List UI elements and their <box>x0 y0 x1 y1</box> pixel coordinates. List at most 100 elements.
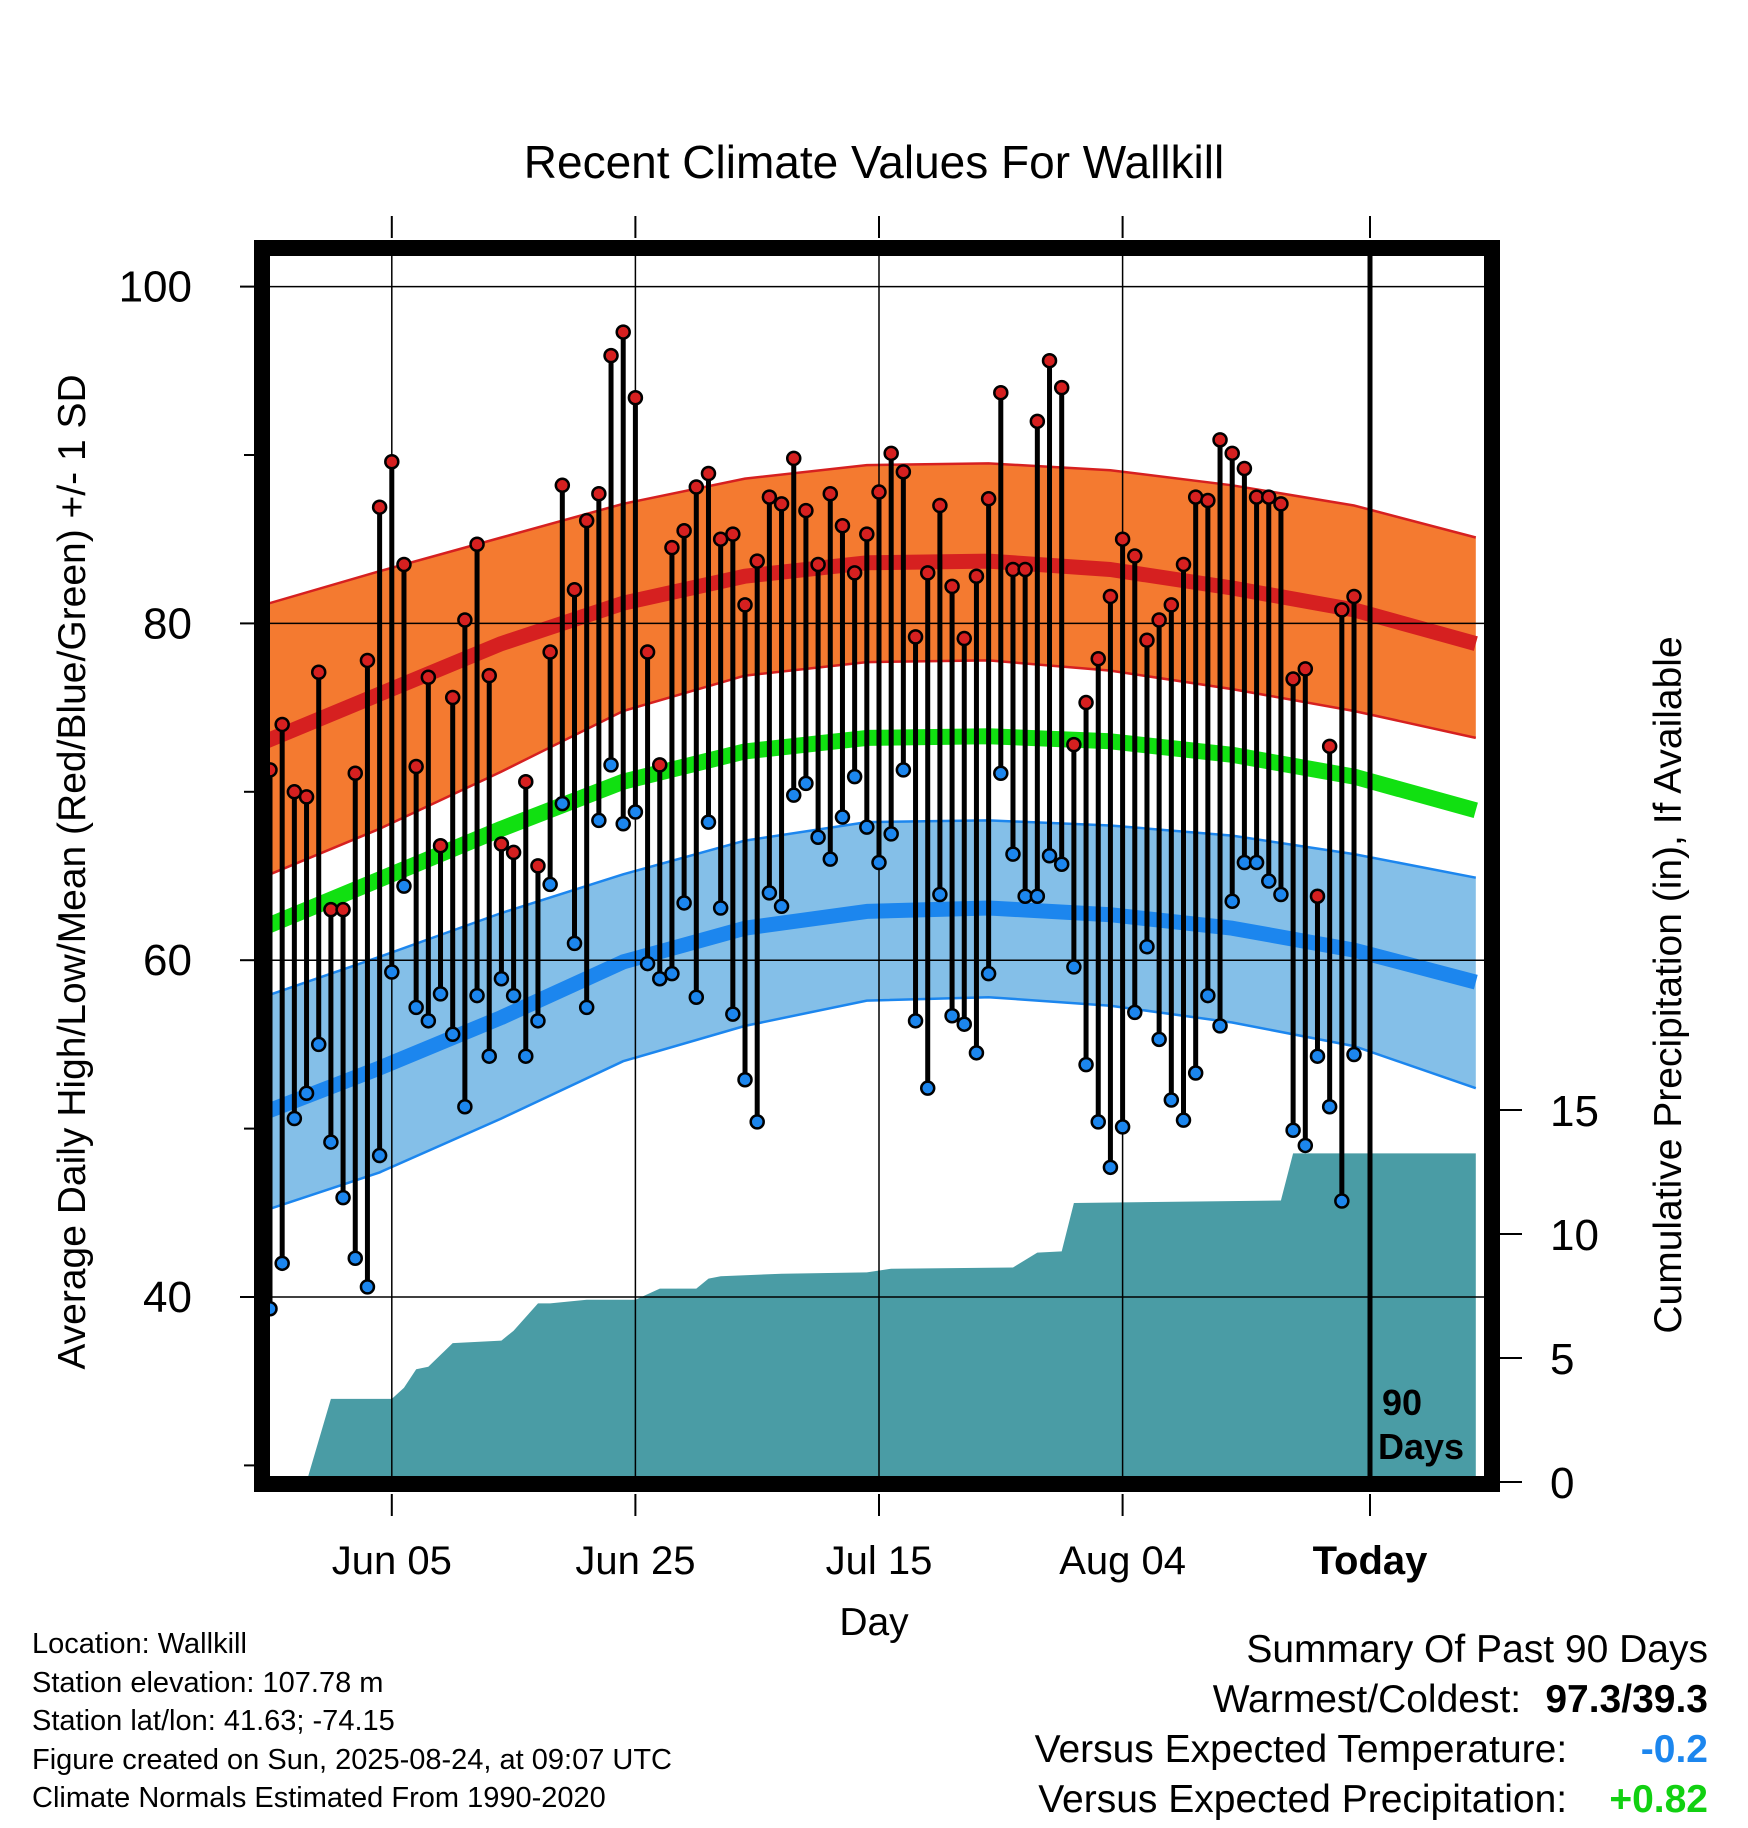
summary-warm-row: Warmest/Coldest: 97.3/39.3 <box>808 1675 1708 1725</box>
daily-low-point <box>1102 1159 1119 1176</box>
daily-high-point <box>664 539 680 556</box>
daily-high-point <box>457 612 473 628</box>
daily-low-point <box>566 935 583 952</box>
daily-low-point <box>1248 854 1265 871</box>
daily-low-point <box>883 826 899 842</box>
daily-low-point <box>810 829 826 846</box>
daily-low-point <box>1285 1122 1301 1139</box>
y2-tick-label: 0 <box>1550 1459 1574 1508</box>
daily-high-point <box>700 465 717 482</box>
daily-low-point <box>798 775 814 792</box>
precip-label: Versus Expected Precipitation: <box>1038 1778 1568 1821</box>
daily-high-point <box>883 445 899 462</box>
y2-tick-label: 5 <box>1550 1335 1574 1384</box>
daily-high-point <box>846 565 863 581</box>
x-tick-label: Aug 04 <box>1059 1539 1186 1583</box>
daily-low-point <box>773 898 790 915</box>
temp-label: Versus Expected Temperature: <box>1034 1728 1568 1771</box>
daily-low-point <box>420 1013 437 1029</box>
daily-low-point <box>1321 1098 1338 1115</box>
daily-low-point <box>761 885 778 901</box>
daily-low-point <box>725 1006 741 1022</box>
daily-low-point <box>578 999 595 1016</box>
daily-low-point <box>834 809 851 825</box>
daily-high-point <box>956 630 973 647</box>
y-axis-label: Average Daily High/Low/Mean (Red/Blue/Gr… <box>51 374 94 1369</box>
daily-high-point <box>761 489 778 505</box>
daily-high-point <box>859 526 875 542</box>
daily-high-point <box>907 629 924 645</box>
daily-low-point <box>1090 1114 1106 1130</box>
daily-low-point <box>639 955 656 972</box>
normals-text: Climate Normals Estimated From 1990-2020 <box>32 1782 606 1814</box>
daily-low-point <box>1139 938 1155 955</box>
daily-high-point <box>737 597 753 613</box>
daily-high-point <box>1236 460 1253 477</box>
daily-high-point <box>1139 632 1155 648</box>
daily-low-point <box>627 804 644 820</box>
daily-high-point <box>1224 445 1240 462</box>
daily-low-point <box>1187 1065 1204 1081</box>
daily-low-point <box>1041 848 1058 864</box>
daily-low-point <box>676 895 692 911</box>
daily-low-point <box>603 757 619 773</box>
daily-high-point <box>725 526 741 542</box>
daily-high-point <box>469 536 485 553</box>
low-normal-line <box>262 900 1478 1122</box>
location-text: Location: Wallkill <box>32 1628 247 1660</box>
daily-high-point <box>676 523 692 539</box>
summary-title: Summary Of Past 90 Days <box>1246 1628 1708 1671</box>
daily-low-point <box>1175 1112 1192 1128</box>
daily-high-point <box>1041 352 1058 369</box>
daily-low-point <box>932 886 948 903</box>
daily-low-point <box>591 812 607 829</box>
chart-title: Recent Climate Values For Wallkill <box>524 136 1224 188</box>
created-text: Figure created on Sun, 2025-08-24, at 09… <box>32 1743 672 1776</box>
x-tick-label: Jun 25 <box>575 1539 695 1583</box>
daily-low-point <box>554 795 571 812</box>
daily-high-point <box>1017 561 1033 578</box>
daily-low-point <box>1127 1004 1143 1021</box>
daily-high-point <box>932 497 948 514</box>
daily-low-point <box>286 1110 303 1127</box>
elevation-text: Station elevation: 107.78 m <box>32 1666 384 1699</box>
daily-high-point <box>566 581 583 598</box>
daily-high-point <box>347 765 364 782</box>
daily-low-point <box>432 986 449 1002</box>
daily-low-point <box>298 1085 315 1101</box>
daily-high-point <box>518 773 534 790</box>
daily-high-point <box>1321 738 1338 755</box>
daily-high-point <box>834 517 851 534</box>
daily-high-point <box>578 512 595 529</box>
y2-axis-label: Cumulative Precipitation (in), If Availa… <box>1647 636 1690 1333</box>
daily-low-point <box>615 816 631 832</box>
daily-high-point <box>591 485 607 502</box>
daily-high-point <box>1090 651 1106 667</box>
daily-low-point <box>737 1072 753 1088</box>
daily-low-point <box>993 765 1009 782</box>
daily-high-point <box>944 578 960 595</box>
daily-low-point <box>956 1016 973 1032</box>
daily-low-point <box>785 787 802 803</box>
daily-high-point <box>1163 597 1180 613</box>
daily-high-point <box>1346 588 1362 605</box>
x-tick-label: Jul 15 <box>826 1539 933 1583</box>
daily-high-point <box>1066 736 1082 753</box>
daily-low-point <box>493 970 510 987</box>
daily-high-point <box>1114 531 1131 547</box>
daily-high-point <box>895 464 912 480</box>
daily-low-point <box>895 762 912 778</box>
y-tick-label: 100 <box>119 263 192 312</box>
daily-low-point <box>457 1098 473 1115</box>
daily-high-point <box>396 556 412 573</box>
daily-high-point <box>810 556 826 573</box>
daily-low-point <box>846 768 863 785</box>
daily-low-point <box>1114 1119 1131 1135</box>
daily-low-point <box>907 1013 924 1029</box>
x-axis-label: Day <box>839 1601 909 1644</box>
daily-high-point <box>554 477 571 494</box>
daily-low-point <box>822 851 839 867</box>
daily-low-point <box>919 1080 936 1096</box>
daily-high-point <box>603 347 619 364</box>
x-tick-label: Jun 05 <box>332 1539 452 1583</box>
